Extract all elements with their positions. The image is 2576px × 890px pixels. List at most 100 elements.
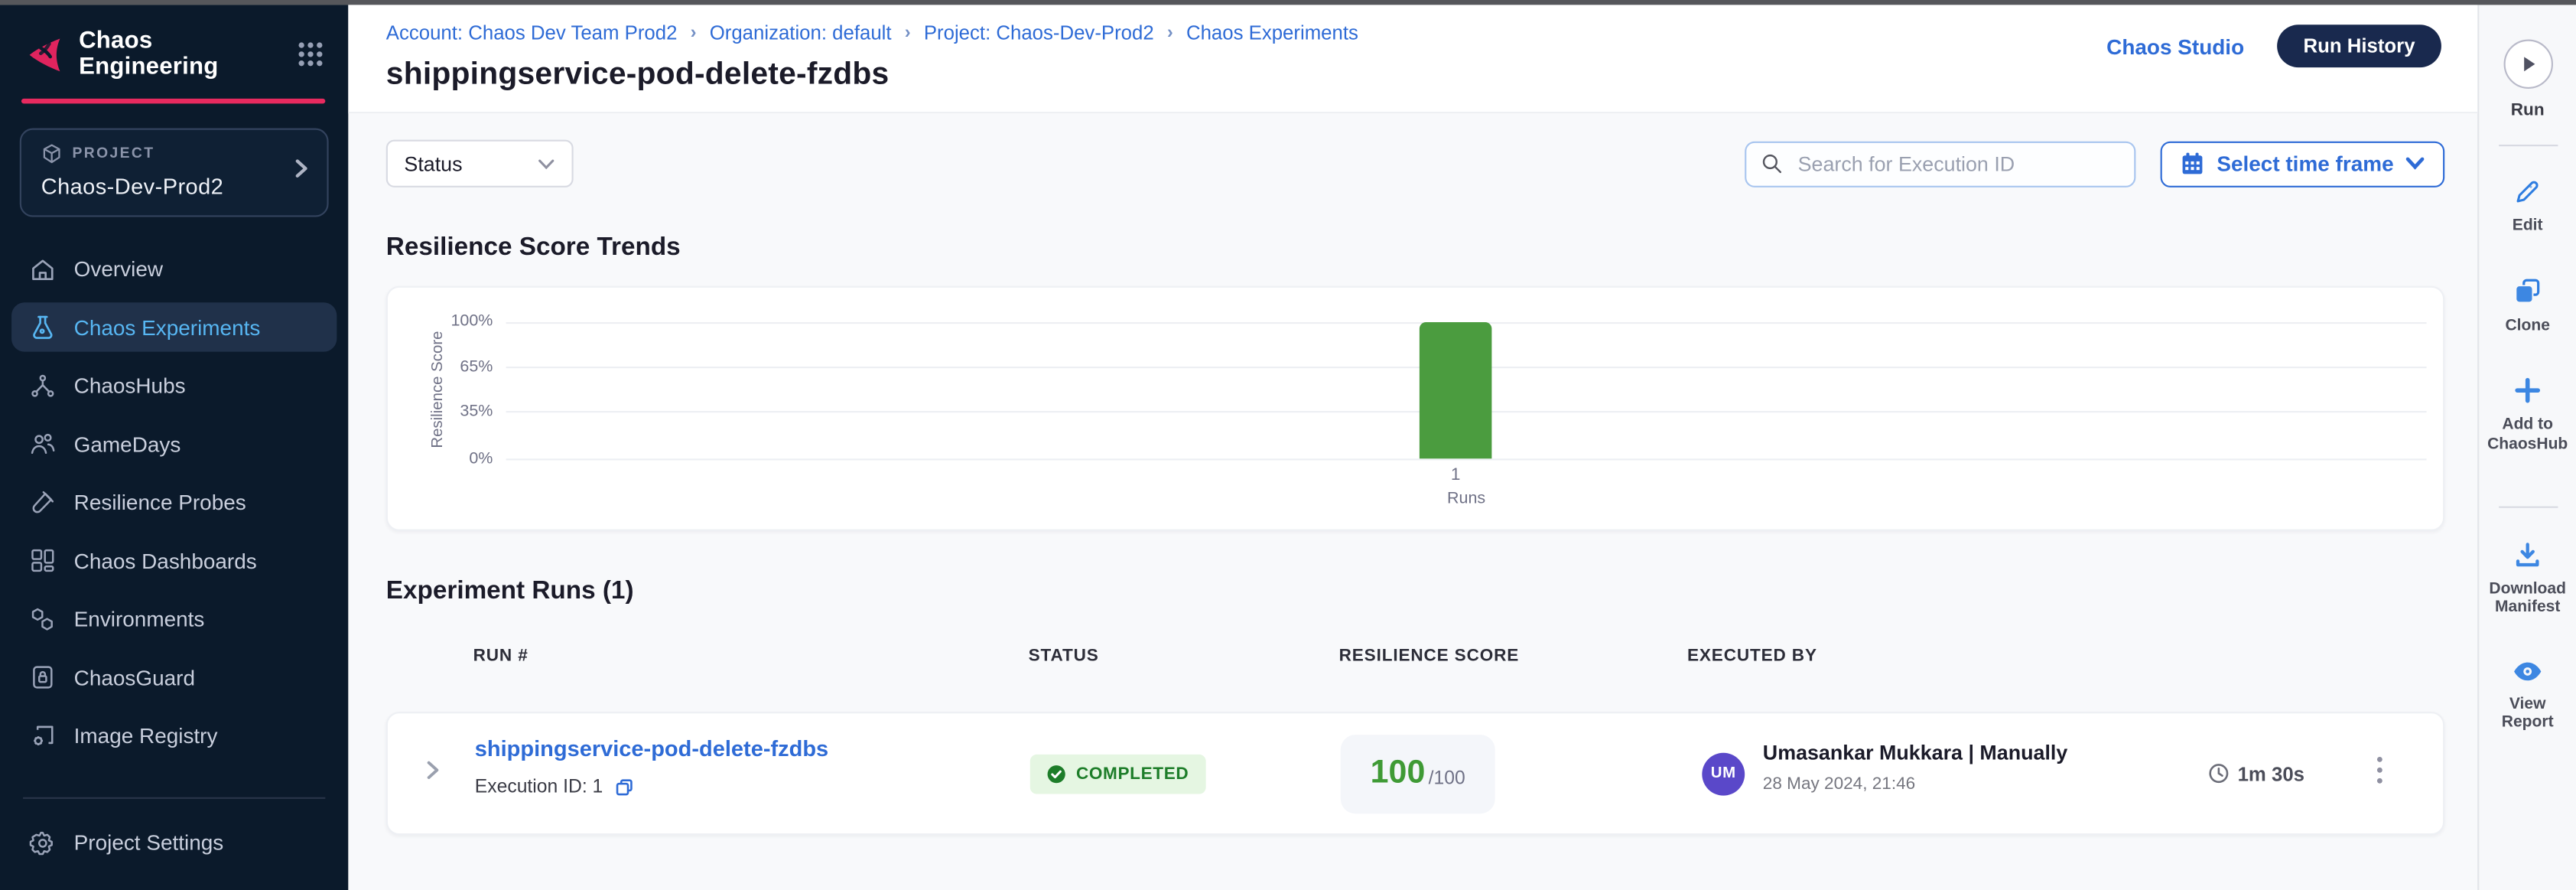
hexagons-icon (30, 606, 56, 632)
sidebar-item-label: ChaosHubs (73, 373, 186, 398)
home-icon (30, 256, 56, 282)
sidebar-item-overview[interactable]: Overview (11, 244, 337, 293)
project-label: PROJECT (72, 145, 155, 161)
sidebar-item-label: Resilience Probes (73, 490, 246, 515)
app-title: Chaos Engineering (79, 28, 219, 81)
users-icon (30, 431, 56, 457)
sidebar-item-label: GameDays (73, 431, 181, 457)
execution-search (1745, 140, 2137, 187)
sidebar-item-label: Overview (73, 256, 164, 282)
download-icon (2513, 540, 2542, 569)
add-to-chaoshub-button[interactable]: Add to ChaosHub (2482, 377, 2574, 455)
row-menu-kebab-icon[interactable] (2369, 751, 2390, 796)
view-report-button[interactable]: View Report (2482, 659, 2574, 733)
breadcrumb-separator: › (690, 23, 697, 43)
resilience-score-value: 100 (1370, 754, 1426, 791)
chart-y-tick: 100% (450, 312, 493, 331)
resilience-score-total: /100 (1428, 768, 1465, 788)
status-filter-dropdown[interactable]: Status (385, 139, 574, 187)
project-selector[interactable]: PROJECT Chaos-Dev-Prod2 (19, 127, 329, 217)
sidebar-item-gamedays[interactable]: GameDays (11, 419, 337, 468)
expand-row-chevron-icon[interactable] (424, 756, 442, 791)
apps-grid-icon[interactable] (296, 40, 326, 70)
edit-button-label: Edit (2512, 217, 2543, 236)
clone-icon (2513, 278, 2542, 306)
sidebar-item-chaos-dashboards[interactable]: Chaos Dashboards (11, 536, 337, 585)
download-manifest-label: Download Manifest (2489, 579, 2566, 617)
run-history-button[interactable]: Run History (2277, 24, 2441, 68)
brand-underline (21, 98, 326, 103)
chart-y-tick: 0% (469, 450, 493, 469)
chart-x-axis-title: Runs (1446, 490, 1486, 508)
clock-icon (2208, 763, 2230, 784)
avatar: UM (1702, 751, 1745, 795)
content-area: Status (348, 113, 2477, 890)
eye-icon (2512, 659, 2543, 683)
lock-icon (30, 664, 56, 690)
edit-button[interactable]: Edit (2482, 178, 2574, 236)
sidebar-item-environments[interactable]: Environments (11, 595, 337, 644)
view-report-label: View Report (2501, 694, 2554, 732)
sidebar-item-label: Image Registry (73, 723, 218, 748)
dashboard-icon (30, 547, 56, 573)
download-manifest-button[interactable]: Download Manifest (2482, 540, 2574, 618)
page-header: Account: Chaos Dev Team Prod2 › Organiza… (348, 5, 2478, 114)
sidebar-item-image-registry[interactable]: Image Registry (11, 711, 337, 760)
chaos-brand-icon (23, 34, 64, 75)
sidebar-item-chaos-experiments[interactable]: Chaos Experiments (11, 302, 337, 352)
breadcrumb-project[interactable]: Project: Chaos-Dev-Prod2 (923, 21, 1154, 44)
column-resilience-score: RESILIENCE SCORE (1338, 646, 1520, 666)
flask-icon (30, 314, 56, 340)
chaos-studio-link[interactable]: Chaos Studio (2106, 34, 2245, 59)
executed-by-name: Umasankar Mukkara | Manually (1762, 741, 2068, 764)
sidebar-item-project-settings[interactable]: Project Settings (11, 818, 337, 867)
run-button-label: Run (2510, 100, 2545, 120)
sidebar-item-chaoshubs[interactable]: ChaosHubs (11, 360, 337, 409)
chart-x-tick: 1 (1450, 465, 1461, 485)
sidebar-item-resilience-probes[interactable]: Resilience Probes (11, 478, 337, 527)
chevron-down-icon (2405, 156, 2425, 171)
chevron-down-icon (537, 157, 555, 170)
registry-gear-icon (30, 722, 56, 748)
clone-button[interactable]: Clone (2482, 278, 2574, 336)
breadcrumb-account[interactable]: Account: Chaos Dev Team Prod2 (385, 21, 678, 44)
test-tube-icon (30, 489, 56, 515)
search-input[interactable] (1794, 150, 2120, 177)
sidebar-item-label: Chaos Dashboards (73, 548, 257, 573)
page-title: shippingservice-pod-delete-fzdbs (385, 57, 890, 93)
breadcrumb-organization[interactable]: Organization: default (709, 21, 892, 44)
sidebar-item-label: Project Settings (73, 830, 224, 855)
window-top-strip (0, 0, 2576, 5)
experiment-run-link[interactable]: shippingservice-pod-delete-fzdbs (474, 736, 829, 761)
execution-id-text: Execution ID: 1 (474, 778, 603, 797)
resilience-trends-heading: Resilience Score Trends (385, 233, 681, 262)
sidebar-nav: Overview Chaos Experiments ChaosHubs (0, 244, 348, 769)
experiment-run-row[interactable]: shippingservice-pod-delete-fzdbs Executi… (385, 712, 2445, 836)
copy-icon[interactable] (614, 778, 634, 797)
play-icon (2518, 54, 2538, 74)
column-run-number: RUN # (473, 646, 529, 666)
sidebar-item-chaosguard[interactable]: ChaosGuard (11, 653, 337, 702)
breadcrumb: Account: Chaos Dev Team Prod2 › Organiza… (386, 21, 2444, 44)
breadcrumb-chaos-experiments[interactable]: Chaos Experiments (1186, 21, 1358, 44)
add-to-chaoshub-label: Add to ChaosHub (2487, 416, 2568, 454)
run-duration: 1m 30s (2208, 762, 2304, 785)
chevron-right-icon (292, 156, 311, 187)
sidebar-divider (23, 796, 326, 798)
run-experiment-button[interactable] (2503, 39, 2552, 89)
right-action-rail: Run Edit Clone Add to ChaosHub (2477, 5, 2576, 890)
breadcrumb-separator: › (904, 23, 911, 43)
rail-divider (2498, 145, 2558, 147)
chart-y-tick: 35% (460, 403, 493, 421)
chart-bar-run-1[interactable] (1419, 322, 1492, 459)
status-badge: COMPLETED (1029, 753, 1205, 794)
run-duration-value: 1m 30s (2237, 761, 2305, 785)
gear-icon (29, 830, 56, 856)
calendar-icon (2181, 152, 2205, 176)
sidebar: Chaos Engineering PROJECT Ch (0, 5, 349, 890)
chart-y-tick: 65% (460, 358, 493, 377)
select-timeframe-button[interactable]: Select time frame (2161, 140, 2445, 187)
column-executed-by: EXECUTED BY (1686, 646, 1817, 666)
resilience-score-chart: Resilience Score 100% 65% 35% 0% 1 Runs (385, 285, 2445, 531)
